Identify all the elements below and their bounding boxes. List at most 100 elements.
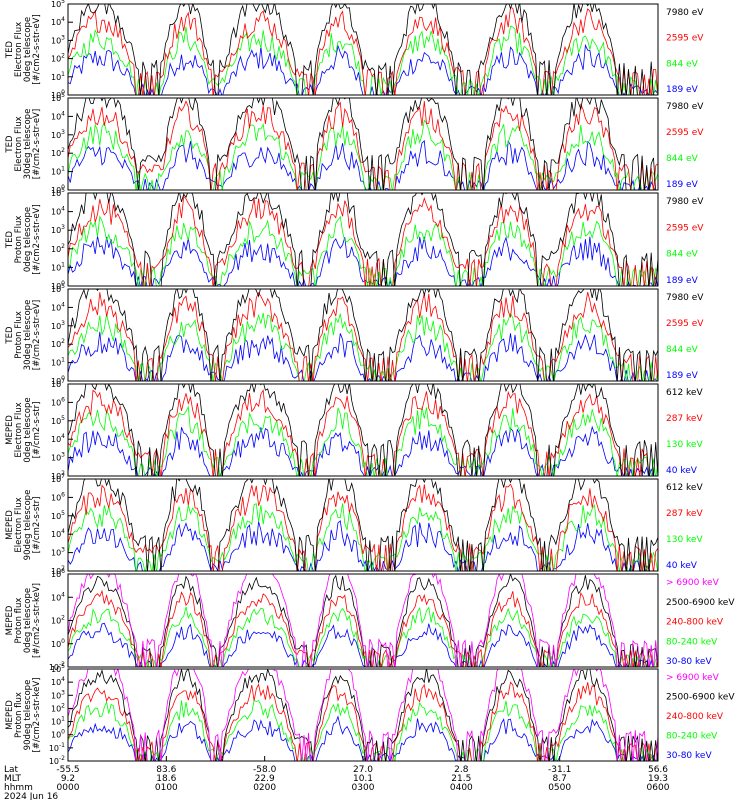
xrow-label-lat: Lat — [4, 765, 19, 775]
series-2-4 — [68, 140, 656, 190]
traces-5 — [68, 384, 658, 476]
ytick-label: 103 — [51, 547, 65, 558]
ylabel-line: Electron Flux — [14, 497, 24, 552]
xtick-mlt: 8.7 — [553, 774, 567, 784]
legend-5-4: 40 keV — [666, 466, 698, 476]
legend-1-2: 2595 eV — [666, 34, 704, 44]
legend-3-4: 189 eV — [666, 276, 699, 286]
date-label: 2024 Jun 16 — [4, 792, 58, 800]
series-3-2 — [68, 195, 656, 286]
legend-2-3: 844 eV — [666, 154, 699, 164]
series-6-2 — [68, 483, 658, 571]
panel-frame — [67, 383, 659, 477]
xtick-hhmm: 0000 — [57, 783, 80, 793]
ylabel-line: 0deg telescope — [23, 588, 33, 653]
series-8-1 — [68, 669, 658, 761]
legend-4-4: 189 eV — [666, 371, 699, 381]
xtick-mlt: 21.5 — [451, 774, 471, 784]
ytick-label: 100 — [51, 729, 65, 740]
legend-5-1: 612 keV — [666, 388, 703, 398]
traces-8 — [68, 669, 658, 761]
panel-frame — [67, 668, 659, 762]
series-3-3 — [68, 215, 658, 286]
ylabel-line: Proton flux — [14, 692, 24, 738]
ytick-label: 101 — [51, 261, 65, 272]
legend-6-1: 612 keV — [666, 483, 703, 493]
xrow-label-mlt: MLT — [4, 774, 22, 784]
ytick-label: 103 — [51, 34, 65, 45]
traces-2 — [68, 98, 658, 190]
legend-7-3: 240-800 keV — [666, 618, 724, 628]
legend-7-1: > 6900 keV — [666, 578, 720, 588]
series-1-2 — [68, 6, 658, 95]
ylabel-line: 90deg telescope — [23, 680, 33, 751]
legend-4-3: 844 eV — [666, 345, 699, 355]
ylabel-line: 0deg telescope — [23, 207, 33, 272]
panel-1: 100 101 102 103 104 105 TED Electron Flux 0deg t… — [5, 0, 704, 100]
ylabel-line: [#/cm2-s-str] — [32, 497, 42, 554]
legend-5-3: 130 keV — [666, 440, 703, 450]
panel-5: 102 103 104 105 106 107 MEPED Electron Flux 0deg… — [5, 378, 703, 481]
ytick-label: 102 — [51, 565, 65, 576]
ytick-label: 107 — [51, 378, 65, 389]
ytick-label: 100 — [51, 184, 65, 195]
xtick-hhmm: 0200 — [253, 783, 276, 793]
ytick-label: 101 — [51, 71, 65, 82]
legend-4-2: 2595 eV — [666, 319, 704, 329]
legend-4-1: 7980 eV — [666, 293, 704, 303]
traces-7 — [68, 574, 658, 667]
ylabel-line: Electron Flux — [14, 22, 24, 77]
legend-8-5: 30-80 keV — [666, 751, 712, 761]
series-1-1 — [68, 4, 654, 95]
ytick-label: 10-1 — [49, 742, 65, 753]
ytick-label: 102 — [51, 147, 65, 158]
ytick-label: 102 — [51, 243, 65, 254]
panel-8: 10-2 10-1 100 101 102 103 104 105 MEPED Proton fl… — [5, 663, 735, 766]
xtick-hhmm: 0600 — [647, 783, 670, 793]
ytick-label: 105 — [51, 0, 65, 9]
series-6-4 — [68, 520, 651, 571]
legend-8-2: 2500-6900 keV — [666, 693, 735, 703]
ytick-label: 105 — [51, 510, 65, 521]
panel-6: 102 103 104 105 106 107 MEPED Electron Flux 90de… — [5, 473, 703, 576]
xtick-hhmm: 0100 — [155, 783, 178, 793]
series-7-4 — [68, 606, 658, 667]
panel-4: 100 101 102 103 104 105 TED Proton Flux 30deg te… — [5, 283, 704, 386]
ytick-label: 105 — [51, 92, 65, 103]
ylabel-line: TED — [5, 230, 15, 249]
ytick-label: 106 — [51, 491, 65, 502]
ytick-label: 106 — [51, 568, 65, 579]
xtick-hhmm: 0400 — [450, 783, 473, 793]
ylabel-line: 0deg telescope — [23, 17, 33, 82]
legend-3-3: 844 eV — [666, 250, 699, 260]
legend-2-1: 7980 eV — [666, 102, 704, 112]
ylabel-line: 30deg telescope — [23, 109, 33, 180]
ylabel-line: TED — [5, 135, 15, 154]
ytick-label: 104 — [51, 433, 65, 444]
series-5-3 — [68, 405, 658, 476]
traces-1 — [68, 4, 658, 95]
xtick-mlt: 19.3 — [648, 774, 668, 784]
series-5-4 — [68, 425, 658, 476]
ylabel-line: 0deg telescope — [23, 397, 33, 462]
ylabel-line: 30deg telescope — [23, 300, 33, 371]
panel-frame — [67, 288, 659, 382]
ytick-label: 103 — [51, 224, 65, 235]
series-8-3 — [68, 681, 658, 761]
ytick-label: 104 — [51, 591, 65, 602]
ylabel-line: MEPED — [5, 605, 15, 635]
ylabel-line: Proton Flux — [14, 216, 24, 264]
ytick-label: 100 — [51, 89, 65, 100]
legend-2-2: 2595 eV — [666, 128, 704, 138]
traces-3 — [68, 193, 658, 286]
ylabel-line: [#/cm2-s-str-keV] — [32, 678, 42, 753]
ytick-label: 103 — [51, 452, 65, 463]
ytick-label: 100 — [51, 375, 65, 386]
ytick-label: 103 — [51, 689, 65, 700]
ylabel-line: [#/cm2-s-str] — [32, 402, 42, 459]
ytick-label: 104 — [51, 676, 65, 687]
panel-2: 100 101 102 103 104 105 TED Electron Flux 30deg … — [5, 92, 704, 195]
ytick-label: 105 — [51, 283, 65, 294]
ylabel-line: MEPED — [5, 700, 15, 730]
